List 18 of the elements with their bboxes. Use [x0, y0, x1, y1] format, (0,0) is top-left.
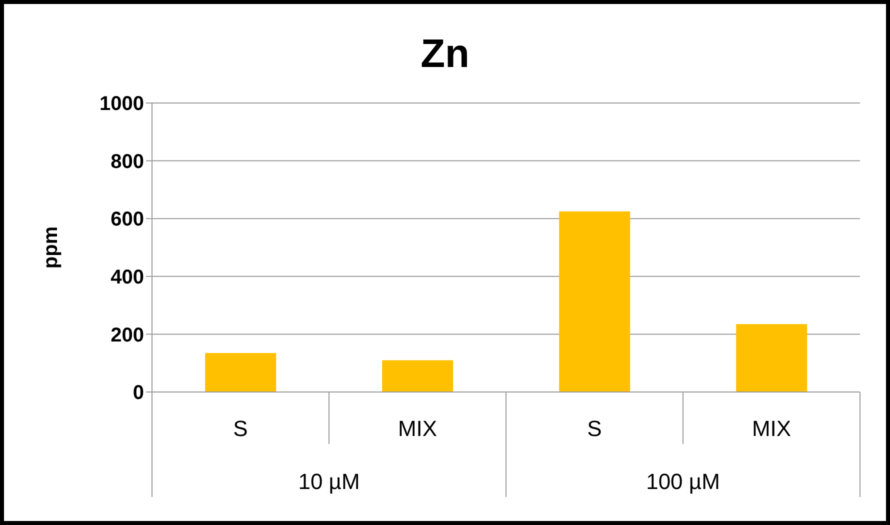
- y-tick-label: 400: [110, 266, 144, 288]
- y-tick-label: 1000: [100, 93, 144, 116]
- x-tick-label: S: [233, 416, 248, 441]
- y-tick-label: 800: [110, 150, 144, 173]
- y-tick-label: 600: [110, 208, 144, 231]
- x-tick-label: MIX: [398, 416, 438, 441]
- text: 10 µM: [298, 469, 360, 494]
- y-tick-label: 200: [110, 324, 144, 346]
- y-axis-title: ppm: [40, 226, 62, 269]
- y-tick-label: 0: [132, 382, 144, 404]
- bar: [559, 211, 630, 392]
- bar: [205, 352, 276, 392]
- bar: [736, 324, 808, 392]
- chart-title: Zn: [420, 32, 470, 77]
- x-tick-label: S: [587, 416, 602, 441]
- x-tick-label: MIX: [752, 416, 792, 441]
- text: 100 µM: [646, 469, 720, 494]
- bar: [382, 360, 454, 392]
